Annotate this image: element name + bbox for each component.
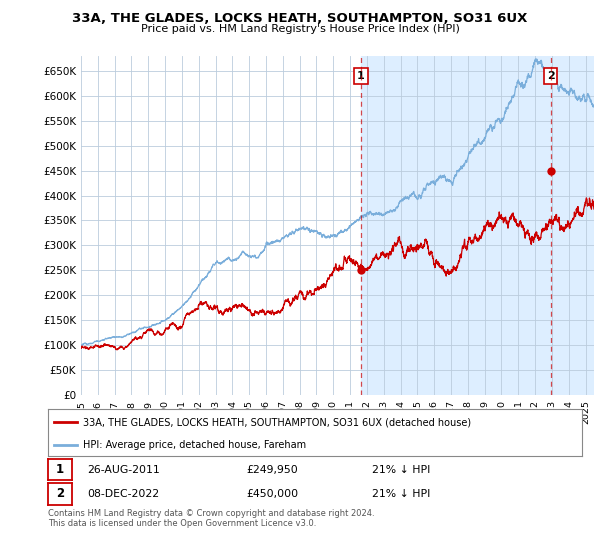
Text: 2: 2 xyxy=(547,71,554,81)
Text: 2: 2 xyxy=(56,487,64,501)
Bar xyxy=(361,56,594,395)
Text: 1: 1 xyxy=(56,463,64,477)
Text: 21% ↓ HPI: 21% ↓ HPI xyxy=(372,489,430,499)
Text: 08-DEC-2022: 08-DEC-2022 xyxy=(87,489,159,499)
Text: Price paid vs. HM Land Registry's House Price Index (HPI): Price paid vs. HM Land Registry's House … xyxy=(140,24,460,34)
Text: HPI: Average price, detached house, Fareham: HPI: Average price, detached house, Fare… xyxy=(83,440,306,450)
Text: 33A, THE GLADES, LOCKS HEATH, SOUTHAMPTON, SO31 6UX: 33A, THE GLADES, LOCKS HEATH, SOUTHAMPTO… xyxy=(73,12,527,25)
Text: £249,950: £249,950 xyxy=(246,465,298,475)
Text: 21% ↓ HPI: 21% ↓ HPI xyxy=(372,465,430,475)
Text: Contains HM Land Registry data © Crown copyright and database right 2024.
This d: Contains HM Land Registry data © Crown c… xyxy=(48,509,374,529)
Text: £450,000: £450,000 xyxy=(246,489,298,499)
Text: 1: 1 xyxy=(357,71,365,81)
Text: 33A, THE GLADES, LOCKS HEATH, SOUTHAMPTON, SO31 6UX (detached house): 33A, THE GLADES, LOCKS HEATH, SOUTHAMPTO… xyxy=(83,417,471,427)
Text: 26-AUG-2011: 26-AUG-2011 xyxy=(87,465,160,475)
